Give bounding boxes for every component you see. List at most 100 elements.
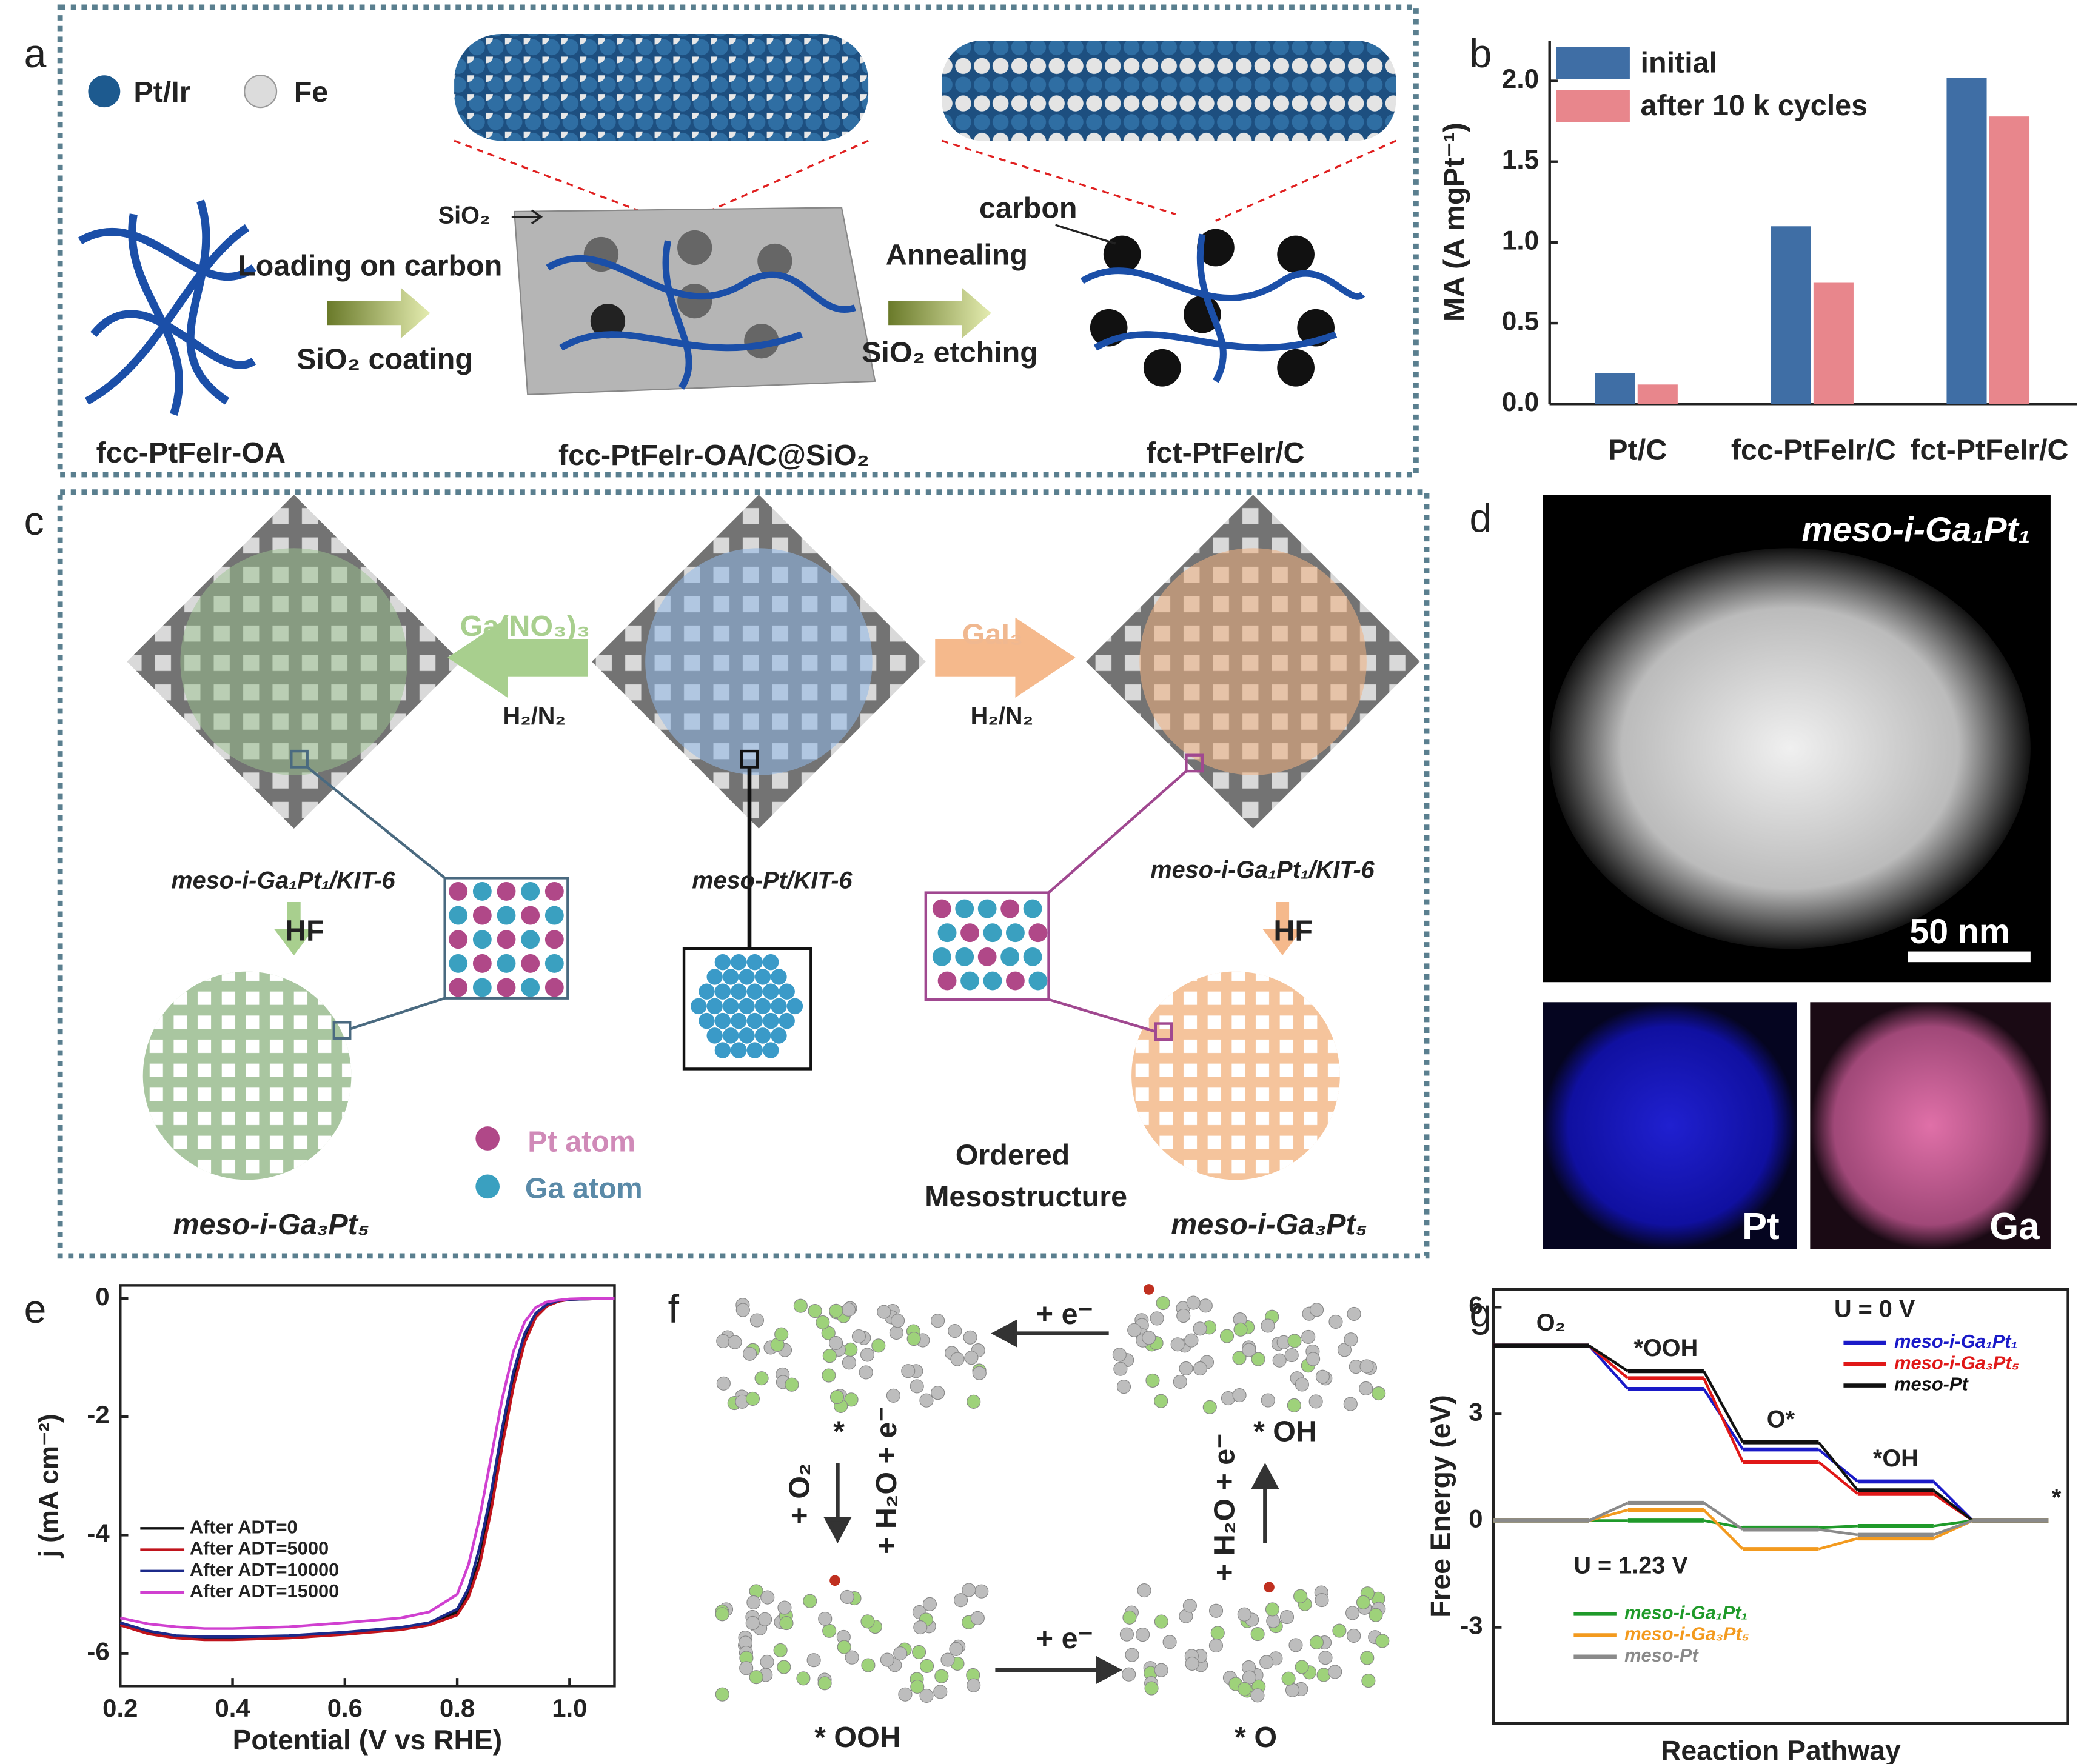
legend-label: meso-i-Ga₁Pt₁ (1894, 1331, 2017, 1352)
connector (1587, 1345, 1629, 1390)
atom (974, 1584, 989, 1599)
atom (777, 1660, 791, 1674)
nanowires (78, 199, 256, 416)
atom (1122, 1667, 1136, 1682)
atom (763, 954, 779, 971)
atom (763, 1012, 779, 1029)
connector (1818, 1460, 1859, 1495)
label: fcc-PtFeIr-OA/C@SiO₂ (558, 439, 869, 472)
y-tick-label: 2.0 (1502, 64, 1539, 94)
atom (544, 930, 564, 949)
atom (746, 954, 763, 971)
particle-image (1549, 548, 2031, 949)
atom (920, 1659, 934, 1673)
label: Annealing (886, 239, 1028, 272)
state-label: *OOH (1634, 1335, 1698, 1361)
atom (771, 969, 787, 985)
atom (731, 983, 747, 1000)
legend-label: meso-i-Ga₁Pt₁ (1624, 1602, 1747, 1623)
atom (1272, 1353, 1287, 1368)
atom (1293, 1589, 1308, 1603)
atom (731, 954, 747, 971)
arrow (327, 287, 431, 339)
atom (1023, 899, 1042, 918)
y-tick-label: 0 (95, 1282, 109, 1311)
atom (983, 923, 1002, 943)
atom (937, 923, 957, 943)
atom (1112, 1348, 1127, 1362)
atom (1193, 1321, 1207, 1336)
legend-label: meso-Pt (1624, 1645, 1699, 1666)
atom (771, 1027, 787, 1044)
atom (1261, 1318, 1275, 1333)
atom (449, 882, 468, 901)
label: SiO₂ coating (297, 343, 473, 376)
atom (1359, 1381, 1373, 1396)
panel-frame (57, 4, 1419, 478)
atom (1145, 1373, 1160, 1388)
atom (1261, 1393, 1275, 1408)
x-tick-label: fcc-PtFeIr/C (1731, 433, 1896, 466)
map-label: Pt (1742, 1206, 1780, 1248)
atom (1360, 1651, 1375, 1665)
structures (715, 1284, 1390, 1703)
label: SiO₂ (438, 202, 491, 229)
atom (960, 923, 979, 943)
atom (1198, 1298, 1213, 1313)
plot-frame (1492, 1288, 2069, 1725)
atom (497, 978, 516, 997)
atom (1309, 1303, 1324, 1317)
y-tick-label: 6 (1469, 1291, 1483, 1319)
legend-label: meso-Pt (1894, 1374, 1969, 1395)
atom (1372, 1386, 1386, 1401)
atom (1315, 1369, 1330, 1384)
atoms (449, 882, 1048, 1058)
atom (714, 954, 731, 971)
atom (1000, 947, 1020, 966)
atom (716, 1376, 731, 1391)
atom (706, 969, 723, 985)
curve (119, 1297, 615, 1639)
x-tick-label: 0.6 (327, 1694, 363, 1722)
y-tick-label: 3 (1469, 1397, 1483, 1426)
arrows (823, 1319, 1279, 1685)
atom (472, 954, 492, 973)
atom (743, 1346, 757, 1361)
connector (1703, 1502, 1744, 1531)
atom (1308, 1394, 1323, 1409)
y-tick-label: -2 (87, 1400, 109, 1429)
connector (1817, 1441, 1859, 1491)
atom (1279, 1609, 1295, 1625)
atom (955, 947, 974, 966)
atom (1318, 1651, 1333, 1665)
x-axis-title: Potential (V vs RHE) (233, 1724, 503, 1756)
atom (722, 998, 739, 1015)
atom (1193, 1361, 1207, 1376)
atom (715, 1687, 729, 1702)
bar (1946, 78, 1987, 404)
atom (1301, 1329, 1316, 1344)
atom (822, 1368, 836, 1383)
atom (774, 1327, 789, 1341)
atom (1137, 1583, 1151, 1598)
atom (786, 998, 803, 1015)
atom (919, 1393, 934, 1408)
atom (521, 954, 540, 973)
label: Mesostructure (925, 1180, 1127, 1213)
x-tick-label: 0.4 (215, 1694, 250, 1722)
atom (1328, 1665, 1342, 1679)
atom (829, 1303, 843, 1318)
label: + H₂O + e⁻ (1208, 1433, 1241, 1581)
atom (1173, 1374, 1187, 1389)
atom (906, 1331, 921, 1346)
label: Ordered (956, 1139, 1070, 1172)
atom (1202, 1400, 1217, 1414)
atom (1265, 1602, 1280, 1617)
label: meso-i-Ga₃Pt₅ (1171, 1208, 1367, 1241)
label: Loading on carbon (238, 249, 502, 282)
atom (1122, 1610, 1137, 1625)
atom (1232, 1388, 1247, 1403)
y-tick-label: 0.0 (1502, 387, 1539, 417)
